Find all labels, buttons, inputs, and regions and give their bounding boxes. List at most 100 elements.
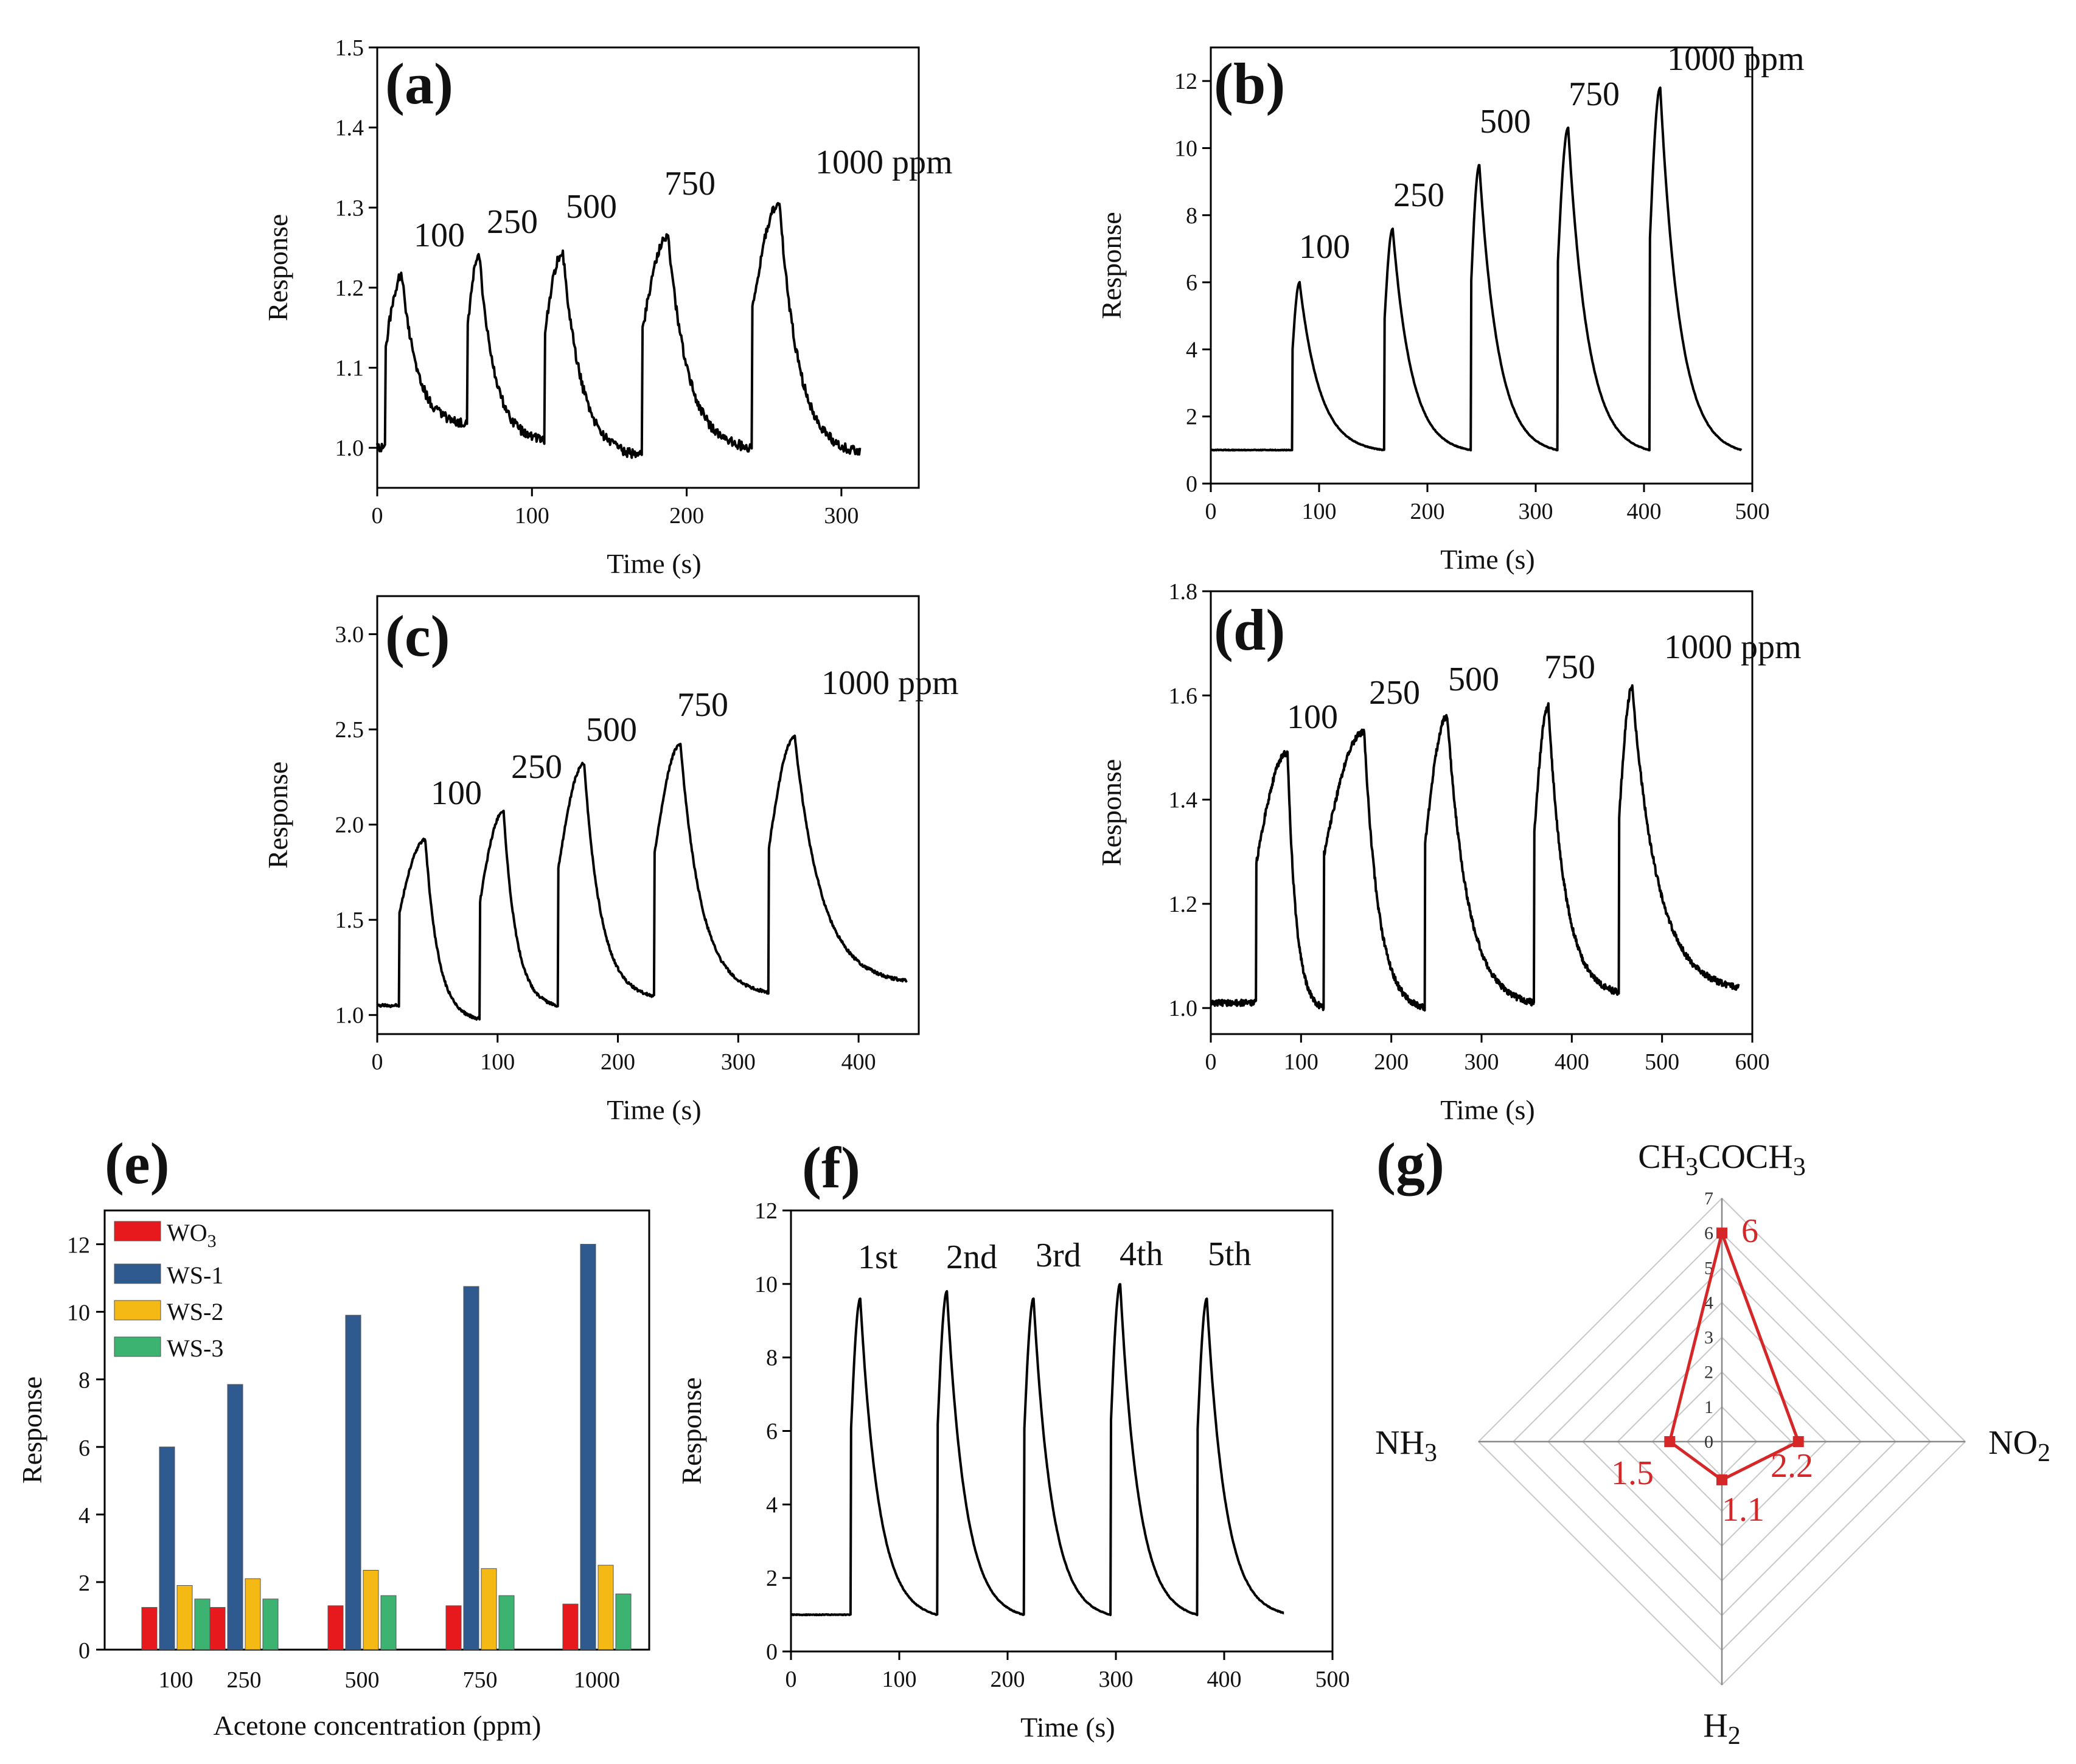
y-tick-label: 12 xyxy=(1174,69,1197,94)
radar-point xyxy=(1664,1436,1676,1447)
bar-ws-2-750 xyxy=(481,1568,497,1650)
radar-tick-label: 7 xyxy=(1704,1189,1713,1209)
x-axis-label: Time (s) xyxy=(607,1094,702,1125)
bar-ws-3-100 xyxy=(194,1599,211,1650)
y-axis-label: Response xyxy=(1096,759,1127,866)
peak-concentration-label: 100 xyxy=(1287,698,1338,736)
bar-ws-2-250 xyxy=(245,1578,261,1650)
peak-concentration-label: 1000 ppm xyxy=(821,664,959,702)
bar-ws-1-1000 xyxy=(580,1244,596,1650)
y-tick-label: 1.5 xyxy=(335,35,364,61)
y-tick-label: 2 xyxy=(766,1566,778,1591)
legend-label-text: WS-2 xyxy=(167,1298,223,1325)
legend-label: WS-2 xyxy=(167,1298,223,1325)
x-tick-label: 100 xyxy=(515,503,549,529)
x-tick-label: 600 xyxy=(1735,1049,1770,1075)
radar-axis-label-text: CH xyxy=(1638,1138,1685,1176)
x-tick-label: 100 xyxy=(1284,1049,1318,1075)
y-tick-label: 8 xyxy=(1186,203,1197,229)
y-tick-label: 1.4 xyxy=(1169,788,1198,813)
y-tick-label: 6 xyxy=(78,1436,90,1461)
y-tick-label: 4 xyxy=(766,1492,778,1518)
radar-value-label: 1.5 xyxy=(1611,1454,1654,1492)
radar-axis-label-subscript: 3 xyxy=(1793,1153,1806,1181)
x-tick-label: 500 xyxy=(345,1667,380,1693)
panel-f-repeatability-chart: 0 100 200 300 400 500 0 2 4 6 8 10 12 Time (s) Respons… xyxy=(676,1135,1350,1743)
bar-ws-1-250 xyxy=(227,1384,243,1650)
panel-label: (d) xyxy=(1214,597,1285,662)
x-tick-label: 200 xyxy=(669,503,704,529)
y-tick-label: 1.3 xyxy=(335,195,364,221)
y-tick-label: 0 xyxy=(78,1638,90,1664)
legend-swatch xyxy=(114,1336,161,1357)
bar-ws-3-250 xyxy=(262,1599,279,1650)
response-series-line xyxy=(790,1283,1284,1617)
radar-axis-label-text: COCH xyxy=(1698,1138,1793,1176)
radar-tick-label: 3 xyxy=(1704,1328,1713,1348)
x-tick-label: 500 xyxy=(1645,1049,1679,1075)
radar-axis-label-subscript: 2 xyxy=(2038,1439,2050,1467)
x-tick-label: 250 xyxy=(227,1667,262,1693)
x-tick-label: 300 xyxy=(1519,499,1553,524)
y-axis-label: Response xyxy=(1096,212,1127,319)
x-tick-label: 300 xyxy=(721,1049,756,1075)
panel-a-response-chart: 0 100 200 300 1.0 1.1 1.2 1.3 1.4 1.5 Time (s) Resp… xyxy=(262,35,953,579)
peak-concentration-label: 750 xyxy=(1569,75,1620,113)
legend-label-text: WS-3 xyxy=(167,1335,223,1362)
bar-ws-2-1000 xyxy=(597,1564,614,1650)
peak-concentration-label: 2nd xyxy=(946,1238,997,1276)
y-tick-label: 2 xyxy=(78,1571,90,1596)
bar-wo3-750 xyxy=(445,1605,462,1650)
response-series-line xyxy=(376,734,908,1021)
peak-concentration-label: 250 xyxy=(511,748,562,786)
radar-axis-label-text: NO xyxy=(1988,1424,2038,1462)
x-tick-label: 0 xyxy=(1205,499,1217,524)
legend-label-text: WO xyxy=(167,1219,207,1246)
radar-axis-label-subscript: 2 xyxy=(1728,1722,1741,1750)
peak-concentration-label: 1000 ppm xyxy=(1667,40,1805,78)
panel-label: (b) xyxy=(1214,51,1285,116)
peak-concentration-label: 100 xyxy=(1299,228,1350,266)
radar-tick-label: 1 xyxy=(1704,1397,1713,1417)
y-tick-label: 1.2 xyxy=(1169,892,1198,917)
radar-point xyxy=(1716,1228,1727,1239)
radar-axis-label: H2 xyxy=(1703,1707,1740,1750)
bar-ws-1-750 xyxy=(463,1286,479,1650)
x-axis-label: Time (s) xyxy=(1440,544,1535,575)
panel-e-bar-chart: 0 2 4 6 8 10 12 100 250 500 750 1000 Acetone concent… xyxy=(16,1131,650,1741)
legend-label: WO3 xyxy=(167,1219,217,1251)
y-axis-label: Response xyxy=(262,762,293,869)
peak-concentration-label: 100 xyxy=(431,774,482,812)
y-tick-label: 3.0 xyxy=(335,622,364,648)
radar-value-label: 1.1 xyxy=(1722,1491,1764,1529)
x-tick-label: 100 xyxy=(159,1667,193,1693)
radar-axis-label: NO2 xyxy=(1988,1424,2050,1467)
x-tick-label: 200 xyxy=(1374,1049,1409,1075)
y-tick-label: 2.5 xyxy=(335,717,364,743)
panel-b-response-chart: 0 100 200 300 400 500 0 2 4 6 8 10 12 Time (s) Respons… xyxy=(1096,40,1805,575)
x-tick-label: 400 xyxy=(1555,1049,1589,1075)
x-axis-label: Acetone concentration (ppm) xyxy=(214,1710,542,1741)
bar-wo3-250 xyxy=(209,1607,226,1650)
radar-axis-label-text: NH xyxy=(1375,1424,1424,1462)
response-series-line xyxy=(376,202,862,459)
bar-wo3-500 xyxy=(327,1605,344,1650)
radar-axis-label: CH3COCH3 xyxy=(1638,1138,1805,1181)
peak-concentration-label: 100 xyxy=(414,217,465,254)
y-tick-label: 1.4 xyxy=(335,116,364,141)
peak-concentration-label: 750 xyxy=(664,165,716,203)
bar-wo3-1000 xyxy=(562,1603,579,1650)
x-tick-label: 750 xyxy=(463,1667,498,1693)
x-axis-label: Time (s) xyxy=(1020,1712,1115,1743)
peak-concentration-label: 3rd xyxy=(1036,1237,1081,1274)
legend-swatch xyxy=(114,1263,161,1284)
panel-label: (a) xyxy=(385,51,453,116)
plot-frame xyxy=(1210,46,1754,485)
bar-ws-2-500 xyxy=(363,1569,379,1650)
y-tick-label: 1.8 xyxy=(1169,579,1198,605)
bar-wo3-100 xyxy=(141,1607,158,1650)
response-series-line xyxy=(1210,86,1743,452)
x-tick-label: 0 xyxy=(785,1667,797,1692)
y-tick-label: 10 xyxy=(67,1300,90,1326)
peak-concentration-label: 500 xyxy=(586,711,637,749)
